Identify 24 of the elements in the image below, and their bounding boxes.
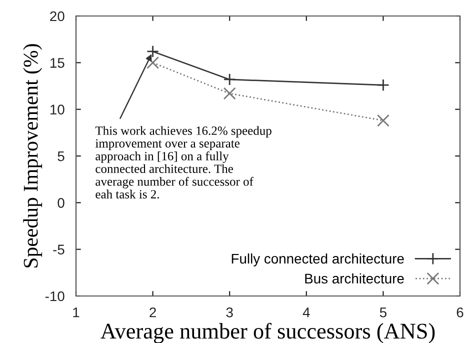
point bbox=[146, 45, 160, 58]
annotation: This work achieves 16.2% speedup improvement over a separate approach in [16] on a fully connected architecture. The average number of successor of eah task is 2. bbox=[95, 126, 272, 199]
y-axis-title: Speedup Improvement (%) bbox=[23, 44, 42, 268]
point bbox=[223, 73, 236, 86]
x-tick-label: 1 bbox=[73, 308, 80, 318]
point bbox=[146, 56, 160, 69]
y-tick-label: 0 bbox=[58, 198, 64, 208]
y-tick-label: 20 bbox=[50, 11, 64, 22]
y-tick-label: 10 bbox=[50, 104, 64, 115]
x-tick-label: 4 bbox=[302, 308, 310, 318]
y-tick-label: 15 bbox=[50, 58, 64, 68]
x-tick-label: 6 bbox=[456, 307, 464, 318]
y-tick-label: -5 bbox=[53, 244, 64, 255]
x-tick-label: 5 bbox=[380, 308, 386, 318]
y-tick-label: 5 bbox=[58, 151, 64, 162]
x-tick-label: 3 bbox=[226, 307, 233, 318]
y-tick-label: -10 bbox=[45, 291, 64, 302]
legend-label: Fully connected architecture bbox=[232, 253, 404, 266]
point bbox=[376, 114, 390, 127]
x-axis-title: Average number of successors (ANS) bbox=[100, 322, 435, 343]
x-tick-label: 2 bbox=[150, 307, 156, 318]
point bbox=[223, 87, 236, 100]
legend-label: Bus architecture bbox=[305, 273, 404, 284]
point bbox=[376, 78, 390, 92]
